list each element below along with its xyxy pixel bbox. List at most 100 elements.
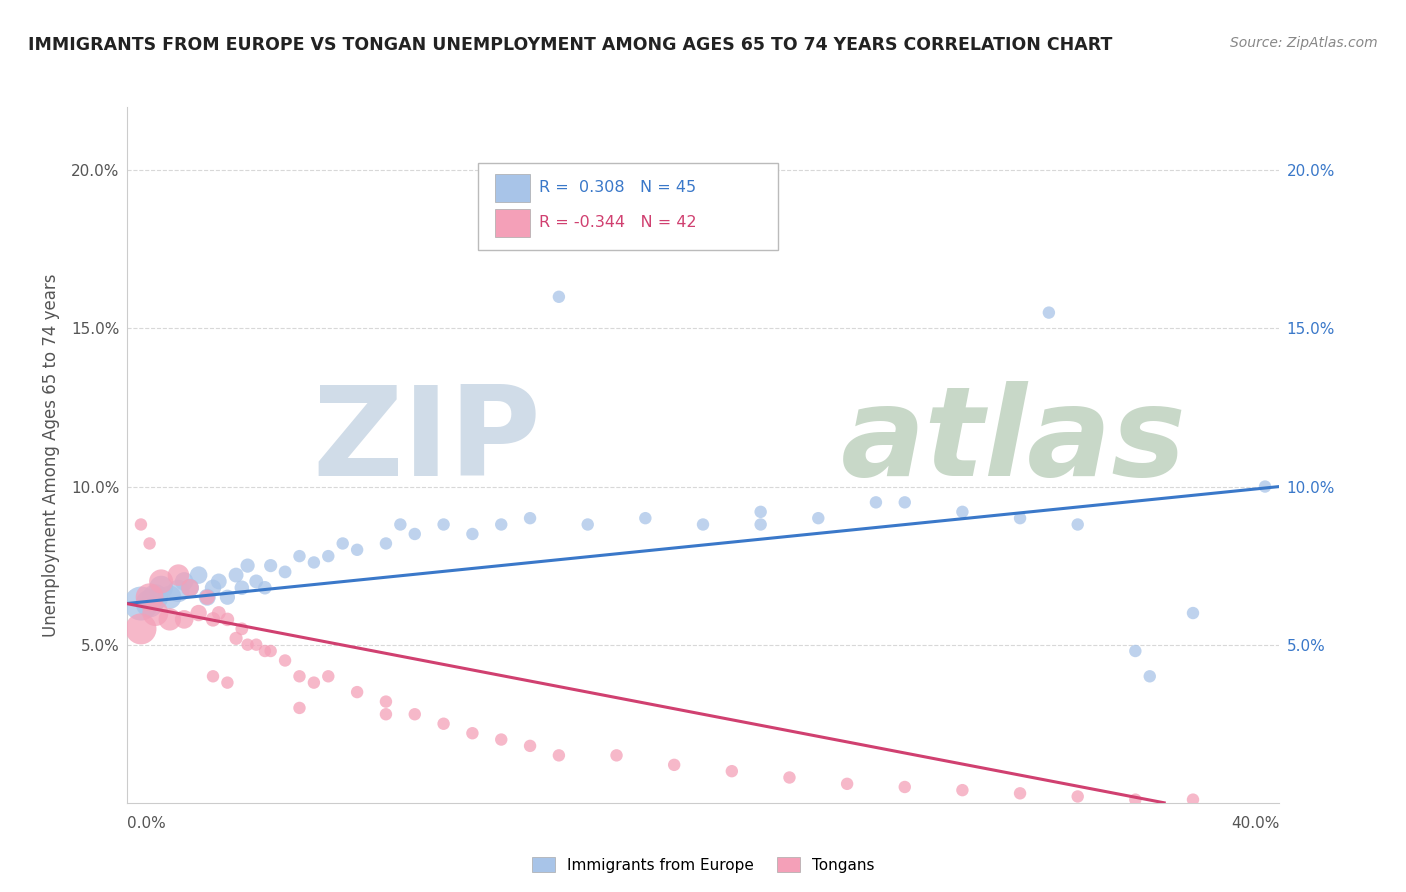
Point xyxy=(894,780,917,794)
Point xyxy=(173,574,195,589)
Point xyxy=(519,511,541,525)
Point xyxy=(195,591,218,605)
Point xyxy=(779,771,801,785)
Point xyxy=(187,606,209,620)
Point xyxy=(150,581,173,595)
Text: Source: ZipAtlas.com: Source: ZipAtlas.com xyxy=(1230,36,1378,50)
Point xyxy=(318,669,340,683)
Point xyxy=(259,558,281,573)
Point xyxy=(634,511,657,525)
Point xyxy=(404,527,426,541)
Point xyxy=(1067,789,1090,804)
Point xyxy=(245,638,267,652)
Point xyxy=(894,495,917,509)
Point xyxy=(346,685,368,699)
Point xyxy=(202,669,225,683)
Point xyxy=(274,565,297,579)
Point xyxy=(225,632,247,646)
Point xyxy=(145,591,166,605)
Point xyxy=(202,581,225,595)
Point xyxy=(167,583,190,598)
FancyBboxPatch shape xyxy=(495,209,530,236)
Point xyxy=(664,757,686,772)
Point xyxy=(865,495,887,509)
Y-axis label: Unemployment Among Ages 65 to 74 years: Unemployment Among Ages 65 to 74 years xyxy=(42,273,60,637)
Point xyxy=(253,644,276,658)
Point xyxy=(389,517,412,532)
Point xyxy=(576,517,599,532)
Point xyxy=(519,739,541,753)
Point xyxy=(217,675,239,690)
Point xyxy=(433,517,456,532)
Point xyxy=(950,505,973,519)
Point xyxy=(274,653,297,667)
Point xyxy=(461,726,484,740)
Point xyxy=(749,517,772,532)
Point xyxy=(548,290,571,304)
Point xyxy=(749,505,772,519)
Text: R =  0.308   N = 45: R = 0.308 N = 45 xyxy=(540,180,696,195)
Point xyxy=(720,764,742,779)
Point xyxy=(208,574,231,589)
Point xyxy=(179,581,201,595)
Point xyxy=(217,591,239,605)
Point xyxy=(692,517,714,532)
Point xyxy=(167,568,190,582)
Point xyxy=(225,568,247,582)
Point xyxy=(606,748,628,763)
Point xyxy=(1125,644,1147,658)
Point xyxy=(288,701,311,715)
Point xyxy=(217,612,239,626)
Point xyxy=(236,638,259,652)
Point xyxy=(259,644,281,658)
Point xyxy=(1010,511,1032,525)
Point xyxy=(231,622,253,636)
Point xyxy=(253,581,276,595)
Point xyxy=(433,716,456,731)
Point xyxy=(138,597,160,611)
Point xyxy=(318,549,340,563)
Text: atlas: atlas xyxy=(841,381,1187,501)
Point xyxy=(236,558,259,573)
Point xyxy=(159,612,181,626)
Text: ZIP: ZIP xyxy=(314,381,541,501)
Point xyxy=(302,675,325,690)
Point xyxy=(231,581,253,595)
Point xyxy=(288,669,311,683)
Point xyxy=(208,606,231,620)
Point xyxy=(807,511,830,525)
Point xyxy=(1139,669,1161,683)
Point xyxy=(179,581,201,595)
Point xyxy=(202,612,225,626)
Point xyxy=(145,606,166,620)
Point xyxy=(1038,305,1060,319)
Point xyxy=(138,536,160,550)
FancyBboxPatch shape xyxy=(478,162,778,250)
Text: 0.0%: 0.0% xyxy=(127,816,166,831)
FancyBboxPatch shape xyxy=(495,174,530,202)
Point xyxy=(1181,792,1204,806)
Point xyxy=(1181,606,1204,620)
Point xyxy=(1254,479,1277,493)
Point xyxy=(302,556,325,570)
Point xyxy=(129,597,152,611)
Point xyxy=(374,695,398,709)
Point xyxy=(950,783,973,797)
Point xyxy=(835,777,858,791)
Point xyxy=(491,517,513,532)
Point xyxy=(1010,786,1032,800)
Point xyxy=(159,591,181,605)
Point xyxy=(332,536,354,550)
Text: 40.0%: 40.0% xyxy=(1232,816,1279,831)
Point xyxy=(374,707,398,722)
Point xyxy=(404,707,426,722)
Point xyxy=(138,591,160,605)
Point xyxy=(491,732,513,747)
Point xyxy=(548,748,571,763)
Point xyxy=(173,612,195,626)
Text: R = -0.344   N = 42: R = -0.344 N = 42 xyxy=(540,215,697,229)
Point xyxy=(129,517,152,532)
Point xyxy=(1067,517,1090,532)
Point xyxy=(245,574,267,589)
Point xyxy=(374,536,398,550)
